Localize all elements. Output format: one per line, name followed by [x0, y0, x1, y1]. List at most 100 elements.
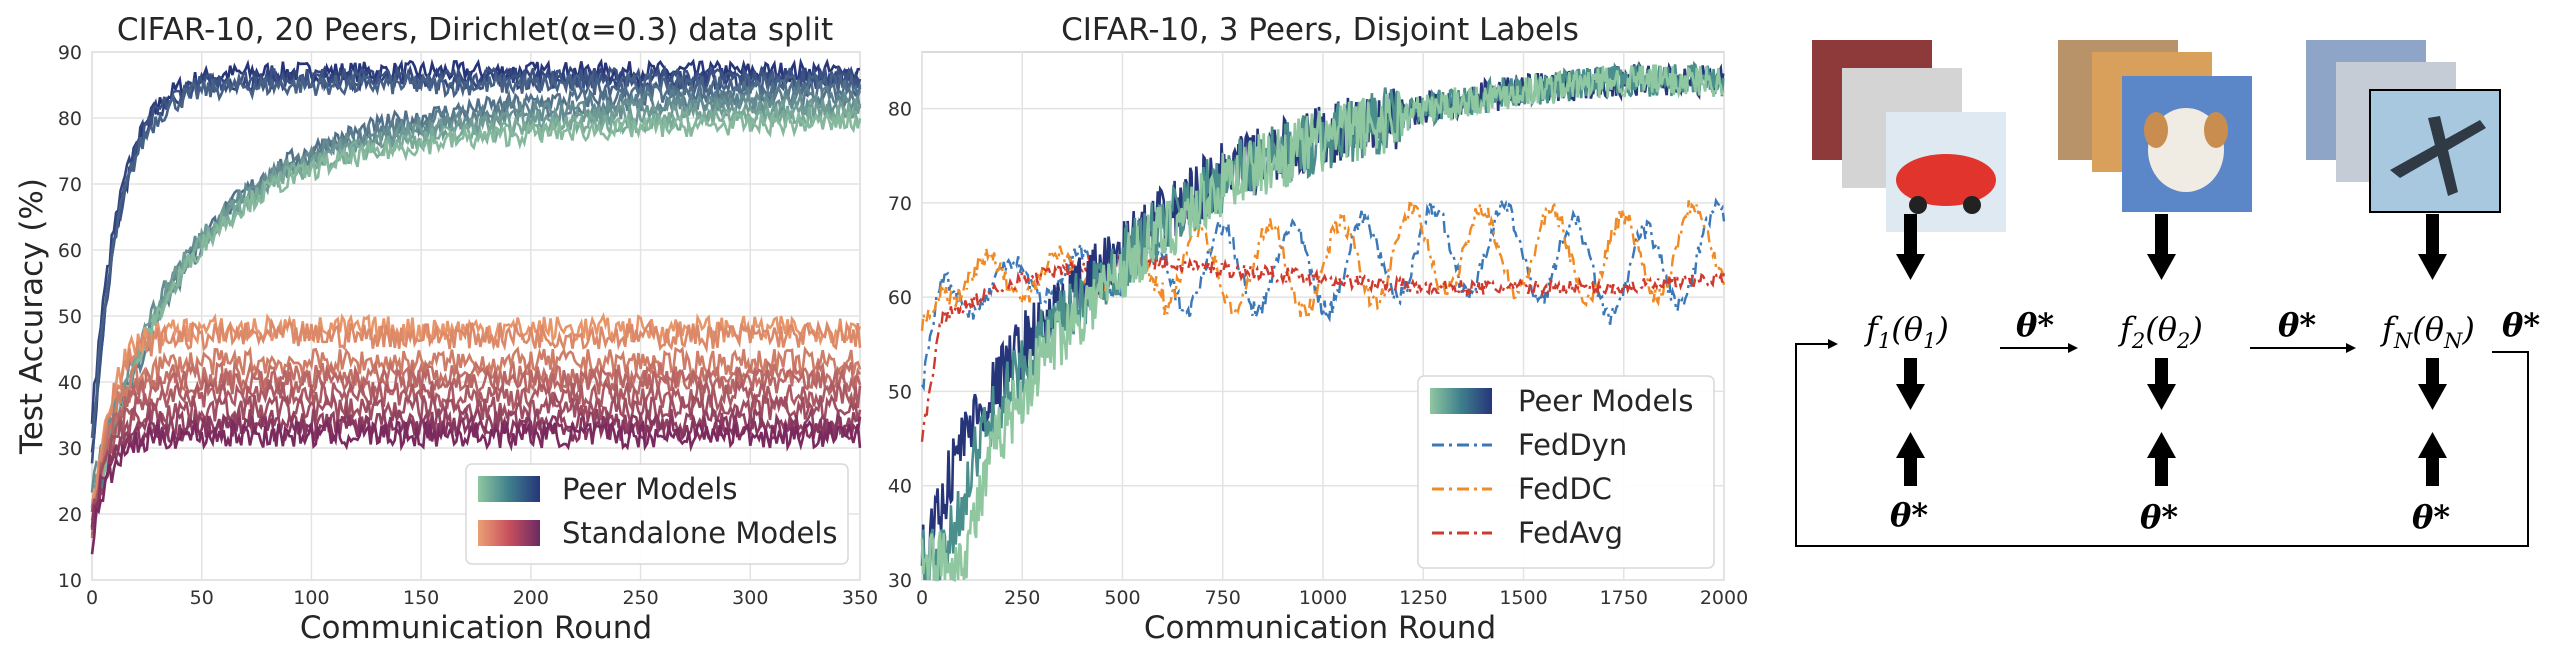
model-function: fN(θN) [2380, 310, 2475, 353]
chart-2-x-label: Communication Round [1144, 610, 1496, 646]
chart-1-x-label: Communication Round [300, 610, 652, 646]
exchange-arrows: θ* θ* θ* [2000, 306, 2540, 353]
model-node-1: f1(θ1) [1864, 310, 1949, 353]
y-tick-label: 70 [58, 174, 82, 196]
chart-1-legend-swatch-standalone [478, 520, 540, 546]
arrow-up-icon [2418, 432, 2447, 458]
x-tick-label: 0 [86, 587, 98, 609]
arrow-up-icon [2155, 456, 2168, 486]
dog-ear-icon [2144, 112, 2168, 148]
chart-2-legend-swatch-peer [1430, 388, 1492, 414]
aggregate-arrows: θ* θ* θ* [1890, 358, 2450, 536]
x-tick-label: 0 [916, 587, 928, 609]
y-tick-label: 80 [888, 99, 912, 121]
peer-model-line [90, 64, 862, 424]
dog-ear-icon [2204, 112, 2228, 148]
standalone-model-line [90, 345, 862, 536]
x-tick-label: 150 [403, 587, 439, 609]
car-wheel-icon [1909, 196, 1927, 214]
y-tick-label: 30 [58, 438, 82, 460]
chart-2-legend-label-feddc: FedDC [1518, 472, 1612, 506]
chart-1-legend-label-peer: Peer Models [562, 472, 737, 506]
theta-star-label: θ* [2412, 498, 2450, 536]
model-node-2: f2(θ2) [2118, 310, 2203, 353]
model-function: f2(θ2) [2118, 310, 2203, 353]
chart-2: CIFAR-10, 3 Peers, Disjoint Labels 0 250 5… [888, 12, 1748, 646]
chart-2-x-ticks: 0 250 500 750 1000 1250 1500 1750 2000 [916, 587, 1748, 609]
chart-2-legend-label-feddyn: FedDyn [1518, 428, 1627, 462]
arrow-down-icon [2418, 254, 2447, 280]
arrow-down-icon [2155, 214, 2168, 258]
arrow-up-icon [1904, 456, 1917, 486]
y-tick-label: 70 [888, 193, 912, 215]
y-tick-label: 30 [888, 570, 912, 592]
image-stack-dog [2058, 40, 2252, 212]
standalone-model-line [90, 417, 862, 555]
baseline-line-feddc [920, 200, 1726, 332]
chart-2-legend: Peer Models FedDyn FedDC FedAvg [1417, 375, 1715, 569]
peer-model-line [920, 64, 1725, 583]
arrow-up-icon [2147, 432, 2176, 458]
chart-2-series [920, 60, 1726, 583]
chart-1-legend: Peer Models Standalone Models [465, 463, 849, 565]
x-tick-label: 350 [842, 587, 878, 609]
arrow-up-icon [1896, 432, 1925, 458]
x-tick-label: 750 [1205, 587, 1241, 609]
peer-model-line [90, 71, 862, 439]
chart-1-title: CIFAR-10, 20 Peers, Dirichlet(α=0.3) dat… [117, 12, 833, 48]
chart-1-y-ticks: 10 20 30 40 50 60 70 80 90 [58, 42, 82, 592]
chart-1-y-label: Test Accuracy (%) [14, 178, 50, 455]
arrow-up-icon [2426, 456, 2439, 486]
car-wheel-icon [1963, 196, 1981, 214]
chart-1: CIFAR-10, 20 Peers, Dirichlet(α=0.3) dat… [14, 12, 878, 646]
x-tick-label: 2000 [1700, 587, 1748, 609]
theta-star-label: θ* [2278, 306, 2316, 344]
peer-model-line [90, 63, 862, 464]
chart-1-legend-label-standalone: Standalone Models [562, 516, 838, 550]
x-tick-label: 50 [190, 587, 214, 609]
y-tick-label: 90 [58, 42, 82, 64]
chart-2-legend-box [1417, 375, 1715, 569]
standalone-model-line [90, 317, 862, 529]
arrow-down-icon [2155, 358, 2168, 388]
y-tick-label: 50 [58, 306, 82, 328]
airplane-image-front [2369, 89, 2501, 213]
x-tick-label: 100 [293, 587, 329, 609]
airplane-wing-icon [2428, 116, 2458, 196]
arrow-down-icon [2418, 384, 2447, 410]
image-stack-car [1812, 40, 2006, 232]
standalone-model-line [90, 411, 862, 528]
standalone-model-line [90, 359, 862, 539]
arrow-down-icon [2147, 384, 2176, 410]
x-tick-label: 1000 [1299, 587, 1347, 609]
theta-star-label: θ* [1890, 496, 1928, 534]
input-arrows [1896, 214, 2447, 280]
car-icon [1896, 154, 1996, 206]
chart-1-legend-swatch-peer [478, 476, 540, 502]
arrow-down-icon [1896, 384, 1925, 410]
y-tick-label: 20 [58, 504, 82, 526]
x-tick-label: 250 [622, 587, 658, 609]
x-tick-label: 250 [1004, 587, 1040, 609]
x-tick-label: 1750 [1600, 587, 1648, 609]
arrow-down-icon [2426, 358, 2439, 388]
arrow-down-icon [1904, 214, 1917, 258]
theta-star-label: θ* [2140, 498, 2178, 536]
feedback-loop-arrow [1795, 339, 2529, 547]
arrow-down-icon [2147, 254, 2176, 280]
theta-star-label: θ* [2016, 306, 2054, 344]
arrow-down-icon [1904, 358, 1917, 388]
y-tick-label: 10 [58, 570, 82, 592]
federated-diagram: f1(θ1) f2(θ2) fN(θN) θ* θ* θ* θ* [1795, 40, 2540, 547]
chart-2-legend-label-peer: Peer Models [1518, 384, 1693, 418]
model-node-n: fN(θN) [2380, 310, 2475, 353]
x-tick-label: 500 [1104, 587, 1140, 609]
chart-1-x-ticks: 0 50 100 150 200 250 300 350 [86, 587, 878, 609]
y-tick-label: 60 [888, 287, 912, 309]
chart-2-legend-label-fedavg: FedAvg [1518, 516, 1623, 550]
standalone-model-line [90, 364, 862, 528]
standalone-model-line [90, 377, 862, 535]
y-tick-label: 50 [888, 381, 912, 403]
chart-1-series [90, 57, 862, 555]
